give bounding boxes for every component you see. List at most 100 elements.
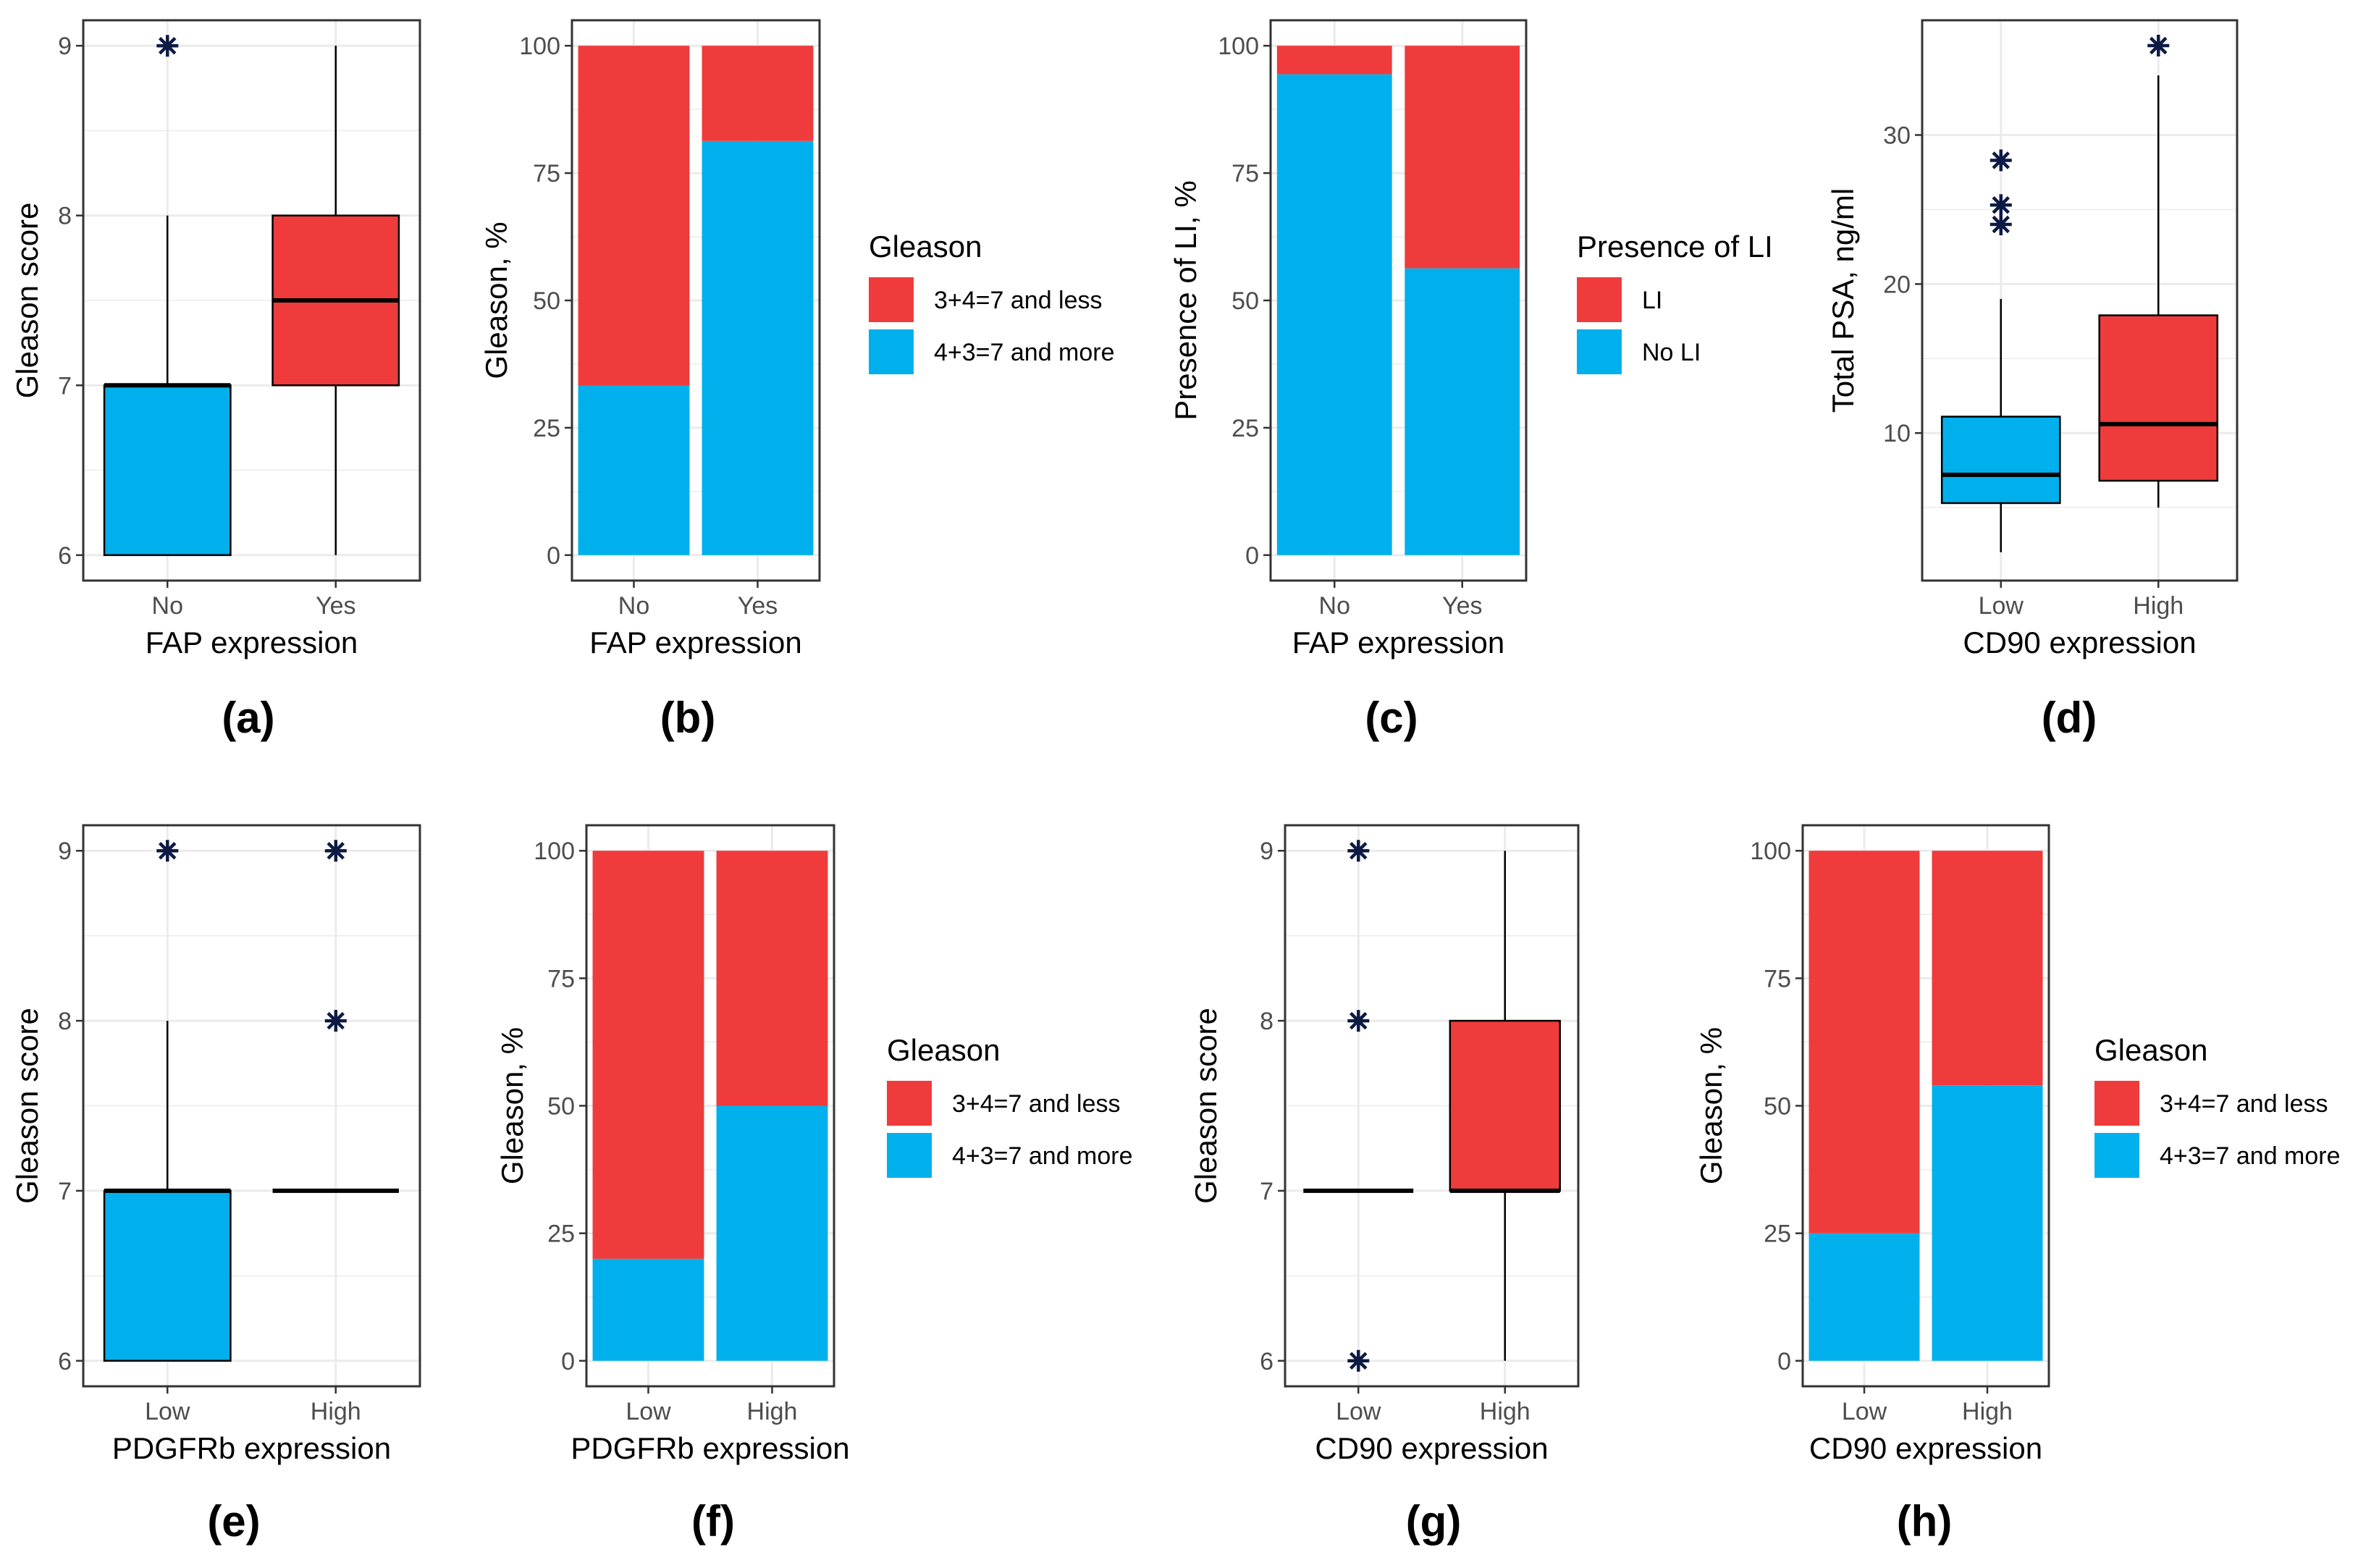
x-tick-label: Low xyxy=(1842,1398,1887,1425)
y-axis-title: Total PSA, ng/ml xyxy=(1826,188,1860,413)
y-tick-label: 6 xyxy=(1260,1348,1273,1375)
chart-panel-g: 6 7 8 9 Low High CD90 expression Gleason score (… xyxy=(1189,824,1580,1546)
bar-segment-no-1 xyxy=(1276,46,1392,75)
y-tick-label: 0 xyxy=(561,1348,575,1375)
panel-label: (d) xyxy=(2042,694,2097,742)
legend: Presence of LI LI No LI xyxy=(1577,229,1773,374)
outlier-point xyxy=(1989,194,2012,216)
legend-label: LI xyxy=(1642,287,1662,314)
y-tick-label: 25 xyxy=(533,415,560,442)
panel-label: (g) xyxy=(1406,1497,1462,1546)
box-low xyxy=(1940,149,2061,552)
chart-panel-b: 0 25 50 75 100 No Yes FAP expression Gleason, % G… xyxy=(479,19,1115,742)
bar-segment-low-0 xyxy=(592,1258,704,1361)
x-tick-label: High xyxy=(1962,1398,2013,1425)
y-tick-label: 75 xyxy=(533,160,560,187)
y-axis-title: Gleason, % xyxy=(495,1027,529,1184)
x-tick-label: High xyxy=(1480,1398,1530,1425)
x-axis-title: PDGFRb expression xyxy=(112,1431,391,1465)
outlier-point xyxy=(156,35,179,57)
x-axis-title: FAP expression xyxy=(589,625,801,659)
x-tick-label: Yes xyxy=(1442,592,1482,620)
x-tick-label: No xyxy=(618,592,649,620)
box-body xyxy=(103,384,232,557)
y-tick-label: 7 xyxy=(58,1178,72,1205)
outlier-point xyxy=(1989,149,2012,172)
y-tick-label: 100 xyxy=(534,838,575,865)
x-tick-label: No xyxy=(1319,592,1350,620)
x-tick-label: Low xyxy=(145,1398,190,1425)
legend-label: 3+4=7 and less xyxy=(934,287,1103,314)
outlier-point xyxy=(2147,35,2170,56)
y-axis-title: Gleason, % xyxy=(1694,1027,1728,1184)
y-tick-label: 50 xyxy=(1231,287,1259,315)
bar-segment-low-1 xyxy=(592,851,704,1259)
box-body xyxy=(1449,1019,1561,1192)
legend-label: 4+3=7 and more xyxy=(952,1142,1133,1170)
y-axis-title: Gleason score xyxy=(10,203,44,399)
x-tick-label: Low xyxy=(1979,592,2024,620)
box-body xyxy=(103,1189,232,1362)
y-axis-title: Gleason score xyxy=(10,1008,44,1204)
y-tick-label: 75 xyxy=(1231,160,1259,187)
y-tick-label: 0 xyxy=(1777,1348,1791,1375)
outlier-point xyxy=(1347,840,1370,862)
panel-label: (e) xyxy=(207,1497,260,1546)
x-tick-label: High xyxy=(2133,592,2184,620)
y-tick-label: 10 xyxy=(1883,420,1911,447)
x-axis-title: CD90 expression xyxy=(1963,625,2196,659)
y-tick-label: 9 xyxy=(58,33,72,60)
x-tick-label: Low xyxy=(626,1398,671,1425)
bar-segment-yes-0 xyxy=(1405,268,1520,555)
y-tick-label: 8 xyxy=(58,1008,72,1035)
y-tick-label: 7 xyxy=(1260,1178,1273,1205)
bar-segment-no-1 xyxy=(578,46,690,386)
legend-key xyxy=(1577,277,1622,322)
x-axis-title: PDGFRb expression xyxy=(570,1431,849,1465)
box-yes xyxy=(271,46,400,555)
y-tick-label: 9 xyxy=(1260,838,1273,865)
box-low xyxy=(1303,840,1414,1372)
x-axis-title: FAP expression xyxy=(1292,625,1504,659)
x-axis-title: CD90 expression xyxy=(1809,1431,2042,1465)
outlier-point xyxy=(1989,214,2012,235)
y-tick-label: 50 xyxy=(533,287,560,315)
chart-panel-h: 0 25 50 75 100 Low High CD90 expression Gleason,… xyxy=(1694,824,2341,1546)
y-tick-label: 0 xyxy=(547,542,560,570)
y-tick-label: 25 xyxy=(1764,1221,1791,1248)
bar-segment-yes-1 xyxy=(702,46,814,141)
legend-label: 3+4=7 and less xyxy=(952,1090,1121,1118)
legend-label: 3+4=7 and less xyxy=(2160,1090,2328,1118)
chart-panel-c: 0 25 50 75 100 No Yes FAP expression Presence of… xyxy=(1169,19,1773,742)
y-tick-label: 8 xyxy=(1260,1008,1273,1035)
legend-key xyxy=(887,1081,932,1126)
y-tick-label: 8 xyxy=(58,203,72,230)
legend-key xyxy=(2094,1081,2139,1126)
x-axis-title: CD90 expression xyxy=(1315,1431,1548,1465)
panel-label: (c) xyxy=(1365,694,1418,742)
bar-segment-low-1 xyxy=(1808,851,1920,1234)
legend-title: Gleason xyxy=(2094,1033,2207,1067)
x-tick-label: Low xyxy=(1336,1398,1381,1425)
y-tick-label: 6 xyxy=(58,1348,72,1375)
y-tick-label: 75 xyxy=(547,965,575,992)
bar-segment-no-0 xyxy=(1276,74,1392,555)
bar-segment-high-1 xyxy=(1932,851,2043,1086)
chart-panel-d: 10 20 30 Low High CD90 expression Total PSA, n… xyxy=(1826,19,2239,742)
outlier-point xyxy=(1347,1010,1370,1032)
x-tick-label: Yes xyxy=(738,592,778,620)
y-axis-title: Gleason, % xyxy=(479,222,513,379)
legend-key xyxy=(869,329,914,374)
outlier-point xyxy=(156,840,179,862)
bar-segment-high-0 xyxy=(1932,1085,2043,1361)
plot-frame xyxy=(1921,19,2239,582)
y-tick-label: 100 xyxy=(1750,838,1791,865)
x-tick-label: High xyxy=(747,1398,798,1425)
panel-label: (f) xyxy=(691,1497,735,1546)
plot-frame xyxy=(1284,824,1580,1388)
y-tick-label: 30 xyxy=(1883,122,1911,150)
box-high xyxy=(272,840,399,1193)
y-tick-label: 25 xyxy=(1231,415,1259,442)
x-tick-label: No xyxy=(152,592,183,620)
